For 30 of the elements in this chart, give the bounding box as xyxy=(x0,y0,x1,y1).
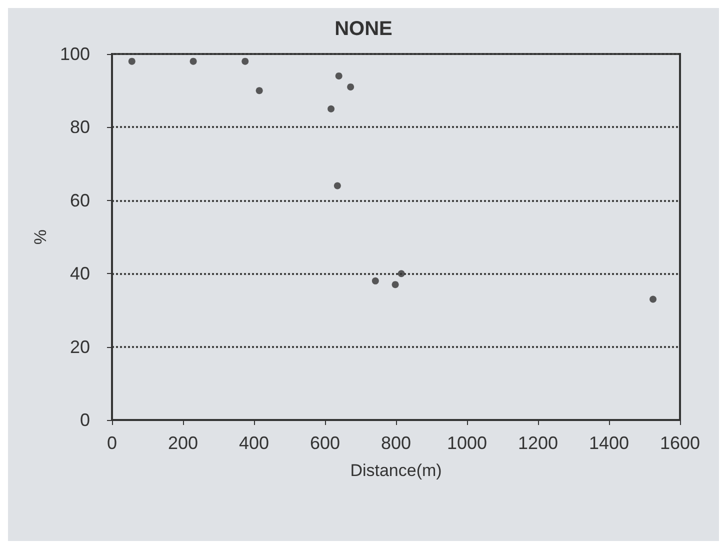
x-tick-label: 0 xyxy=(106,433,118,453)
point xyxy=(347,83,354,90)
point xyxy=(392,281,399,288)
y-tick-label: 100 xyxy=(60,44,90,64)
point xyxy=(372,277,379,284)
y-tick-label: 40 xyxy=(70,264,90,284)
point xyxy=(650,296,657,303)
point xyxy=(334,182,341,190)
x-tick-label: 1000 xyxy=(446,433,488,453)
point xyxy=(190,58,197,65)
y-tick-label: 80 xyxy=(70,117,90,138)
y-tick-label: 60 xyxy=(70,190,90,210)
x-tick-label: 800 xyxy=(380,433,412,453)
x-axis-title: Distance(m) xyxy=(350,461,442,480)
x-tick-label: 200 xyxy=(168,433,198,453)
point xyxy=(335,72,342,80)
x-tick-label: 400 xyxy=(238,433,270,453)
y-tick-label: 0 xyxy=(80,410,90,430)
x-tick-label: 600 xyxy=(310,433,340,453)
point xyxy=(256,87,263,94)
point xyxy=(328,105,335,112)
chart-title: NONE xyxy=(334,18,392,40)
point xyxy=(128,58,136,65)
x-tick-label: 1400 xyxy=(588,433,630,453)
y-tick-label: 20 xyxy=(70,336,90,357)
x-tick-label: 1600 xyxy=(660,433,700,453)
point xyxy=(242,58,249,65)
point xyxy=(398,270,405,278)
y-axis-title: % xyxy=(31,229,50,245)
x-tick-label: 1200 xyxy=(518,433,558,453)
